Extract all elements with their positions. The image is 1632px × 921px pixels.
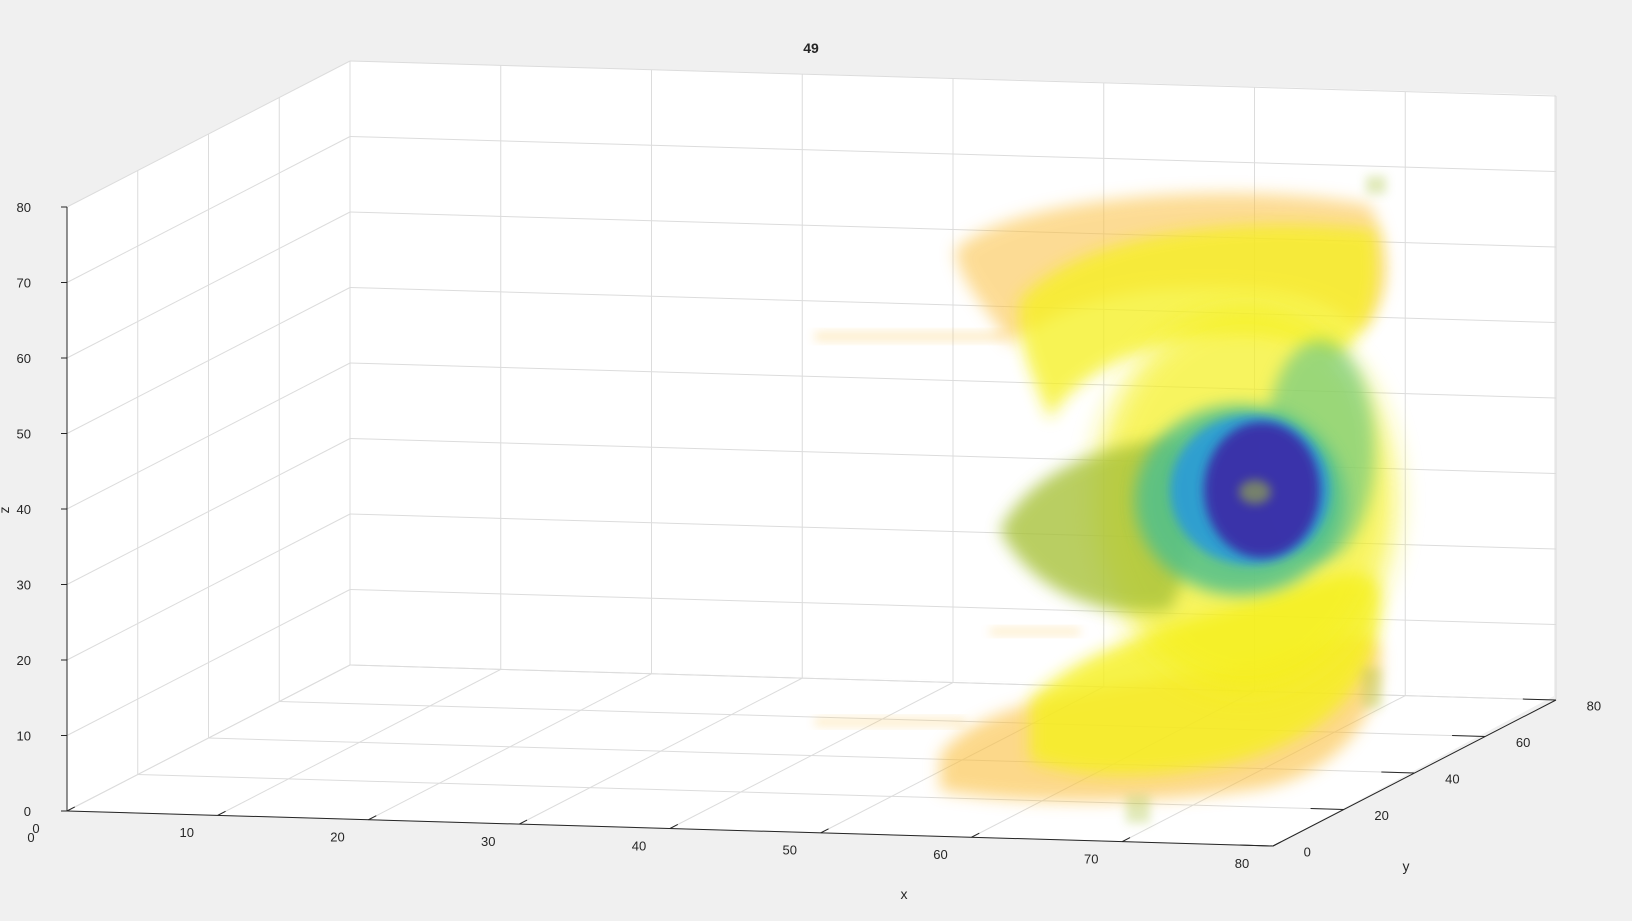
volume-speck-top bbox=[1366, 176, 1386, 194]
x-tick-label: 30 bbox=[481, 834, 495, 849]
volume-streak-lower bbox=[990, 628, 1080, 635]
z-tick-label: 50 bbox=[17, 427, 31, 442]
z-tick-label: 0 bbox=[24, 804, 31, 819]
x-axis-label: x bbox=[901, 886, 908, 902]
x-tick-label: 10 bbox=[180, 825, 194, 840]
grid-line-z-back bbox=[349, 136, 1557, 172]
origin-tick-label: 0 bbox=[27, 830, 34, 845]
x-tick bbox=[66, 806, 76, 812]
grid-line-z-side bbox=[66, 438, 351, 585]
volume-core-spot bbox=[1239, 480, 1271, 504]
y-tick-label: 60 bbox=[1516, 735, 1530, 750]
y-tick-label: 0 bbox=[1304, 845, 1311, 860]
x-tick-label: 70 bbox=[1084, 851, 1098, 866]
x-tick bbox=[1122, 837, 1131, 843]
z-axis-label: z bbox=[0, 507, 12, 514]
grid-line-z-side bbox=[66, 664, 351, 812]
z-tick-label: 10 bbox=[17, 729, 31, 744]
x-tick bbox=[519, 819, 528, 825]
volume-speck-right bbox=[1362, 668, 1382, 708]
y-tick-label: 40 bbox=[1445, 772, 1459, 787]
grid-line-z-side bbox=[66, 589, 351, 736]
y-tick-label: 20 bbox=[1374, 808, 1388, 823]
volume-render bbox=[815, 176, 1395, 823]
x-tick bbox=[971, 832, 980, 838]
z-tick-label: 80 bbox=[17, 200, 31, 215]
volume-streak-upper bbox=[815, 332, 1005, 341]
x-tick-label: 60 bbox=[933, 847, 947, 862]
grid-line-z-side bbox=[66, 60, 351, 208]
x-tick-label: 80 bbox=[1235, 856, 1249, 871]
y-tick bbox=[1452, 735, 1486, 737]
y-tick bbox=[1239, 844, 1274, 847]
y-axis-label: y bbox=[1403, 858, 1410, 874]
grid-line-z-side bbox=[66, 211, 351, 359]
x-tick bbox=[820, 828, 829, 834]
grid-line-z-side bbox=[66, 362, 351, 510]
x-tick bbox=[1272, 841, 1282, 847]
x-tick-label: 40 bbox=[632, 838, 646, 853]
chart-title: 49 bbox=[803, 40, 819, 56]
x-tick-label: 50 bbox=[783, 843, 797, 858]
z-tick-label: 60 bbox=[17, 351, 31, 366]
x-tick-label: 0 bbox=[32, 821, 39, 836]
y-tick bbox=[1381, 771, 1415, 774]
y-tick-label: 80 bbox=[1587, 699, 1601, 714]
z-tick-label: 30 bbox=[17, 578, 31, 593]
grid-line-z-side bbox=[66, 513, 351, 661]
z-tick-label: 40 bbox=[17, 502, 31, 517]
grid-line-z-back bbox=[349, 60, 1557, 97]
grid-line-z-side bbox=[66, 287, 351, 434]
tick-labels: 0 10 20 30 40 50 60 70 80 0 20 40 60 80 0 10 20 30 40 50 60 7… bbox=[17, 200, 1602, 871]
volume-streak-bottom bbox=[815, 718, 965, 726]
z-tick-label: 20 bbox=[17, 653, 31, 668]
y-tick bbox=[1310, 808, 1344, 810]
x-tick bbox=[368, 815, 377, 821]
y-tick bbox=[1522, 698, 1557, 701]
x-tick bbox=[669, 824, 679, 829]
grid-line-z-side bbox=[66, 136, 351, 283]
z-tick-label: 70 bbox=[17, 276, 31, 291]
volume-speck-bottom bbox=[1126, 795, 1150, 823]
x-tick-label: 20 bbox=[330, 830, 344, 845]
x-tick bbox=[217, 810, 226, 816]
